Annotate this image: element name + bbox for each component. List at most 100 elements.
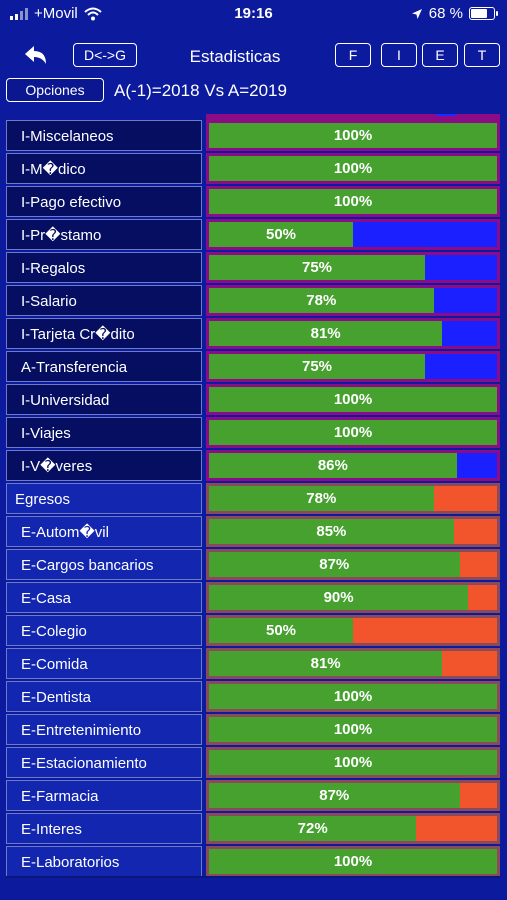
category-label: Egresos [6, 483, 202, 514]
progress-track: 75% [209, 255, 497, 280]
progress-track: 100% [209, 123, 497, 148]
progress-cell: 87% [206, 549, 500, 580]
category-label: I-Pago efectivo [6, 186, 202, 217]
progress-fill [209, 288, 434, 313]
category-label: E-Casa [6, 582, 202, 613]
stats-table[interactable]: I-Miscelaneos 100% I-M�dico 100% I-Pago efec… [6, 114, 500, 878]
category-row[interactable]: I-V�veres 86% [6, 450, 500, 483]
progress-cell: 100% [206, 846, 500, 876]
progress-cell: 100% [206, 747, 500, 778]
progress-fill [209, 123, 497, 148]
category-label: I-M�dico [6, 153, 202, 184]
percent-label: 100% [333, 160, 373, 177]
percent-label: 100% [333, 688, 373, 705]
options-button[interactable]: Opciones [6, 78, 104, 102]
category-label: I-Miscelaneos [6, 120, 202, 151]
percent-label: 90% [323, 589, 354, 606]
back-arrow-icon[interactable] [22, 42, 52, 70]
progress-cell: 86% [206, 450, 500, 481]
category-row[interactable]: I-Miscelaneos 100% [6, 120, 500, 153]
progress-fill [209, 783, 460, 808]
category-label: I-Pr�stamo [6, 219, 202, 250]
progress-track: 90% [209, 585, 497, 610]
progress-fill [209, 387, 497, 412]
progress-cell: 100% [206, 714, 500, 745]
progress-fill [209, 684, 497, 709]
filter-e-button[interactable]: E [422, 43, 458, 67]
signal-icon [10, 7, 28, 20]
category-row[interactable]: A-Transferencia 75% [6, 351, 500, 384]
category-row[interactable]: I-Viajes 100% [6, 417, 500, 450]
percent-label: 100% [333, 853, 373, 870]
progress-track: 100% [209, 420, 497, 445]
category-row[interactable]: E-Entretenimiento 100% [6, 714, 500, 747]
category-group-row[interactable]: Egresos 78% [6, 483, 500, 516]
percent-label: 100% [333, 193, 373, 210]
progress-cell: 75% [206, 252, 500, 283]
progress-track: 72% [209, 816, 497, 841]
status-bar: +Movil 19:16 68 % [0, 0, 507, 30]
progress-cell: 87% [206, 780, 500, 811]
category-label: E-Cargos bancarios [6, 549, 202, 580]
category-label: E-Interes [6, 813, 202, 844]
category-row[interactable]: I-Regalos 75% [6, 252, 500, 285]
percent-label: 78% [306, 292, 337, 309]
category-label: E-Autom�vil [6, 516, 202, 547]
category-row[interactable]: E-Comida 81% [6, 648, 500, 681]
category-label: I-Tarjeta Cr�dito [6, 318, 202, 349]
progress-fill [209, 453, 457, 478]
category-label: E-Comida [6, 648, 202, 679]
category-row[interactable]: E-Cargos bancarios 87% [6, 549, 500, 582]
progress-fill [209, 585, 469, 610]
toggle-view-button[interactable]: D<->G [73, 43, 137, 67]
progress-fill [209, 552, 460, 577]
category-row[interactable]: I-Universidad 100% [6, 384, 500, 417]
category-label: E-Dentista [6, 681, 202, 712]
category-row[interactable]: E-Farmacia 87% [6, 780, 500, 813]
progress-track: 100% [209, 717, 497, 742]
percent-label: 81% [310, 325, 341, 342]
progress-fill [209, 420, 497, 445]
category-label: I-Universidad [6, 384, 202, 415]
category-row[interactable]: E-Estacionamiento 100% [6, 747, 500, 780]
category-row[interactable]: I-M�dico 100% [6, 153, 500, 186]
progress-fill [209, 354, 425, 379]
category-row[interactable]: I-Tarjeta Cr�dito 81% [6, 318, 500, 351]
progress-cell: 78% [206, 483, 500, 514]
percent-label: 100% [333, 721, 373, 738]
progress-track: 86% [209, 453, 497, 478]
category-label: A-Transferencia [6, 351, 202, 382]
category-row[interactable]: E-Autom�vil 85% [6, 516, 500, 549]
category-row[interactable]: E-Dentista 100% [6, 681, 500, 714]
filter-f-button[interactable]: F [335, 43, 371, 67]
previous-row-bar [206, 114, 500, 120]
progress-fill [209, 255, 425, 280]
progress-fill [209, 816, 417, 841]
status-left: +Movil [10, 5, 102, 22]
category-row[interactable]: E-Interes 72% [6, 813, 500, 846]
filter-t-button[interactable]: T [464, 43, 500, 67]
progress-fill [209, 321, 443, 346]
progress-track: 87% [209, 783, 497, 808]
category-label: E-Estacionamiento [6, 747, 202, 778]
category-row[interactable]: I-Pago efectivo 100% [6, 186, 500, 219]
progress-cell: 85% [206, 516, 500, 547]
carrier-name: +Movil [34, 5, 78, 22]
percent-label: 50% [265, 226, 297, 243]
category-label: E-Laboratorios [6, 846, 202, 876]
category-row[interactable]: E-Laboratorios 100% [6, 846, 500, 876]
progress-cell: 100% [206, 417, 500, 448]
progress-cell: 100% [206, 186, 500, 217]
category-row[interactable]: E-Colegio 50% [6, 615, 500, 648]
category-row[interactable]: E-Casa 90% [6, 582, 500, 615]
category-row[interactable]: I-Salario 78% [6, 285, 500, 318]
location-arrow-icon [411, 8, 422, 19]
progress-track: 100% [209, 387, 497, 412]
category-row[interactable]: I-Pr�stamo 50% [6, 219, 500, 252]
clock: 19:16 [234, 5, 273, 22]
filter-i-button[interactable]: I [381, 43, 417, 67]
progress-track: 50% [209, 618, 497, 643]
progress-cell: 78% [206, 285, 500, 316]
battery-percent: 68 % [428, 5, 463, 22]
progress-fill [209, 651, 443, 676]
